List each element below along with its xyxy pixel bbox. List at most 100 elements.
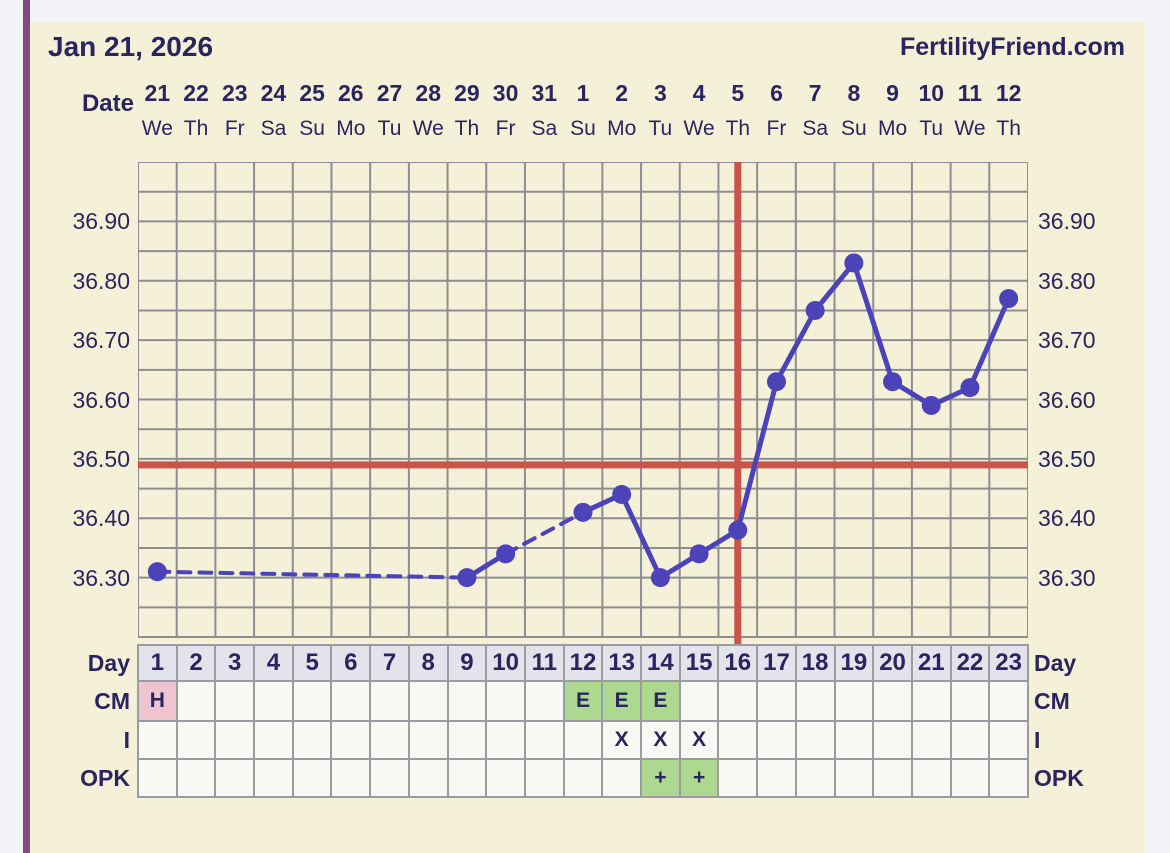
i-cell-day-4 (253, 720, 294, 760)
opk-cell-day-5 (291, 758, 333, 798)
i-cell-day-6 (330, 720, 372, 760)
weekday-tick: Fr (766, 117, 787, 140)
temp-segment (619, 492, 663, 581)
opk-cell-day-13 (601, 758, 643, 798)
i-cell-day-7 (369, 720, 410, 760)
date-tick: 21 (144, 80, 171, 106)
i-cell-day-17 (756, 720, 797, 760)
date-tick: 10 (918, 80, 945, 106)
date-tick: 27 (376, 80, 403, 106)
cm-cell-day-8 (407, 680, 449, 722)
date-tick: 23 (221, 80, 248, 106)
weekday-tick: We (683, 117, 715, 140)
i-cell-day-14: X (640, 720, 681, 760)
cm-cell-day-3 (214, 680, 256, 722)
row-label-i-right: I (1034, 726, 1041, 753)
day-cell-day-2: 2 (175, 644, 217, 682)
cm-cell-day-13: E (601, 680, 643, 722)
temp-point-day-1 (147, 562, 167, 582)
weekday-tick: Sa (260, 117, 287, 140)
row-label-opk-right: OPK (1034, 764, 1084, 791)
row-label-opk-left: OPK (80, 764, 130, 791)
day-cell-day-16: 16 (717, 644, 759, 682)
cm-cell-day-16 (717, 680, 759, 722)
temp-tick-left: 36.30 (72, 564, 130, 591)
i-cell-day-11 (523, 720, 565, 760)
date-tick: 3 (653, 80, 667, 106)
cm-cell-day-1: H (137, 680, 178, 722)
day-cell-day-10: 10 (485, 644, 526, 682)
date-tick: 4 (692, 80, 706, 106)
weekday-tick: We (954, 117, 986, 140)
i-cell-day-16 (717, 720, 759, 760)
opk-cell-day-2 (175, 758, 217, 798)
weekday-tick: Tu (648, 117, 673, 140)
i-cell-day-23 (988, 720, 1029, 760)
day-cell-day-20: 20 (872, 644, 913, 682)
date-tick: 1 (576, 80, 590, 106)
temp-segment-dashed (503, 510, 585, 556)
temp-point-day-16 (728, 520, 748, 540)
i-cell-day-3 (214, 720, 256, 760)
i-cell-day-20 (872, 720, 913, 760)
weekday-tick: Th (454, 117, 480, 140)
date-tick: 28 (415, 80, 441, 106)
date-tick: 11 (957, 80, 983, 106)
date-tick: 7 (808, 80, 822, 106)
date-tick: 12 (995, 80, 1022, 106)
i-cell-day-15: X (678, 720, 720, 760)
opk-cell-day-1 (137, 758, 178, 798)
opk-cell-day-14: + (640, 758, 681, 798)
row-label-day-left: Day (87, 649, 130, 676)
day-cell-day-3: 3 (214, 644, 256, 682)
i-cell-day-9 (446, 720, 488, 760)
temp-point-day-21 (921, 395, 941, 415)
day-cell-day-17: 17 (756, 644, 797, 682)
weekday-tick: Mo (877, 117, 908, 140)
temp-segment (967, 296, 1012, 391)
cm-cell-day-21 (910, 680, 952, 722)
cm-cell-day-9 (446, 680, 488, 722)
temp-point-day-9 (457, 568, 477, 588)
date-tick: 30 (492, 80, 519, 106)
cm-cell-day-15 (678, 680, 720, 722)
day-cell-day-15: 15 (678, 644, 720, 682)
temp-point-day-13 (612, 485, 632, 504)
weekday-tick: Su (841, 117, 867, 140)
day-cell-day-12: 12 (562, 644, 604, 682)
weekday-tick: Tu (919, 117, 944, 140)
temp-tick-right: 36.60 (1038, 386, 1096, 413)
date-tick: 31 (531, 80, 558, 106)
day-cell-day-18: 18 (794, 644, 836, 682)
date-tick: 2 (615, 80, 629, 106)
temp-point-day-15 (689, 544, 709, 564)
cm-cell-day-5 (291, 680, 333, 722)
weekday-tick: Sa (802, 117, 828, 140)
day-cell-day-11: 11 (523, 644, 565, 682)
left-accent-bar (23, 0, 30, 853)
row-label-cm-left: CM (94, 687, 130, 714)
i-cell-day-12 (562, 720, 604, 760)
date-tick: 8 (847, 80, 861, 106)
day-cell-day-14: 14 (640, 644, 681, 682)
temp-point-day-14 (650, 568, 670, 588)
i-cell-day-13: X (601, 720, 643, 760)
opk-cell-day-16 (717, 758, 759, 798)
date-tick: 9 (886, 80, 899, 106)
weekday-tick: Fr (224, 117, 245, 140)
cm-cell-day-12: E (562, 680, 604, 722)
temp-tick-right: 36.80 (1038, 267, 1096, 294)
day-cell-day-23: 23 (988, 644, 1029, 682)
temp-point-day-17 (766, 372, 786, 392)
temp-segment-dashed (155, 569, 469, 580)
opk-cell-day-9 (446, 758, 488, 798)
date-tick: 5 (731, 80, 745, 106)
temp-segment (773, 307, 818, 385)
day-cell-day-21: 21 (910, 644, 952, 682)
date-tick: 29 (454, 80, 480, 106)
weekday-tick: Mo (607, 117, 637, 140)
temp-tick-left: 36.90 (72, 208, 130, 235)
brand-logo-text: FertilityFriend.com (899, 33, 1125, 61)
opk-cell-day-11 (523, 758, 565, 798)
opk-cell-day-8 (407, 758, 449, 798)
